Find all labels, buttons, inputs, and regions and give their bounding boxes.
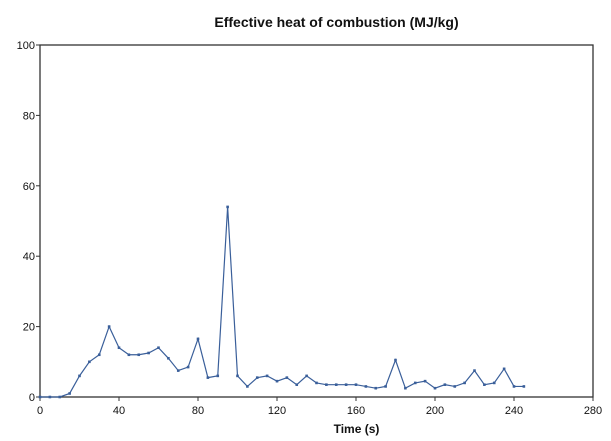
x-tick-label: 120 — [268, 405, 286, 417]
y-tick-label: 20 — [23, 322, 35, 334]
y-tick-label: 40 — [23, 251, 35, 263]
data-point — [48, 395, 52, 399]
chart-title: Effective heat of combustion (MJ/kg) — [214, 14, 458, 30]
y-tick-label: 100 — [17, 40, 35, 52]
data-point — [68, 392, 71, 395]
data-point — [88, 360, 91, 364]
y-tick-label: 80 — [23, 110, 35, 122]
data-point — [265, 374, 269, 378]
data-point — [285, 376, 289, 379]
data-point — [167, 356, 170, 360]
data-point — [295, 383, 299, 386]
x-tick-label: 80 — [192, 405, 204, 417]
x-tick-label: 280 — [584, 405, 602, 417]
y-axis-ticks: 0 20 40 60 80 100 — [17, 40, 40, 404]
data-point — [196, 337, 200, 341]
data-point — [275, 379, 279, 383]
data-point — [404, 386, 407, 390]
plot-area-frame — [39, 44, 594, 398]
data-point — [502, 367, 506, 371]
data-point — [483, 383, 486, 386]
data-point — [354, 383, 358, 386]
data-point — [216, 374, 220, 378]
data-point — [334, 383, 338, 386]
data-point — [364, 385, 368, 388]
data-point — [433, 386, 437, 390]
x-tick-label: 240 — [505, 405, 523, 417]
data-point — [236, 374, 239, 378]
data-point — [443, 383, 447, 386]
data-point — [137, 353, 141, 357]
data-point — [206, 376, 210, 379]
data-point — [394, 358, 397, 362]
x-tick-label: 40 — [113, 405, 125, 417]
data-point — [522, 385, 526, 388]
data-point — [147, 351, 150, 355]
data-point — [186, 365, 190, 369]
data-point — [246, 385, 249, 388]
data-point — [413, 381, 417, 385]
series-line — [40, 206, 524, 398]
data-point — [117, 346, 121, 350]
y-tick-label: 0 — [29, 392, 35, 404]
x-tick-label: 0 — [37, 405, 43, 417]
data-point — [127, 353, 131, 357]
data-point — [463, 381, 466, 385]
data-point — [78, 374, 81, 378]
data-point — [453, 385, 457, 388]
data-point — [315, 381, 318, 385]
data-point — [374, 386, 378, 390]
data-point — [97, 353, 101, 357]
data-point — [492, 381, 496, 385]
series-group — [38, 205, 526, 399]
data-point — [473, 369, 476, 372]
x-tick-label: 160 — [347, 405, 365, 417]
data-point — [38, 395, 42, 399]
data-point — [157, 346, 160, 350]
y-tick-label: 60 — [23, 181, 35, 193]
x-axis-ticks: 0 40 80 120 160 200 240 280 — [37, 397, 602, 417]
data-point — [255, 376, 259, 379]
x-axis-label: Time (s) — [334, 422, 380, 436]
data-point — [58, 395, 62, 399]
data-point — [384, 385, 387, 388]
x-tick-label: 200 — [426, 405, 444, 417]
data-point — [512, 385, 516, 388]
data-point — [107, 325, 111, 328]
data-point — [423, 379, 427, 383]
data-point — [176, 369, 180, 372]
data-point — [325, 383, 328, 386]
data-point — [226, 205, 229, 209]
data-point — [344, 383, 348, 386]
data-point — [305, 374, 308, 378]
